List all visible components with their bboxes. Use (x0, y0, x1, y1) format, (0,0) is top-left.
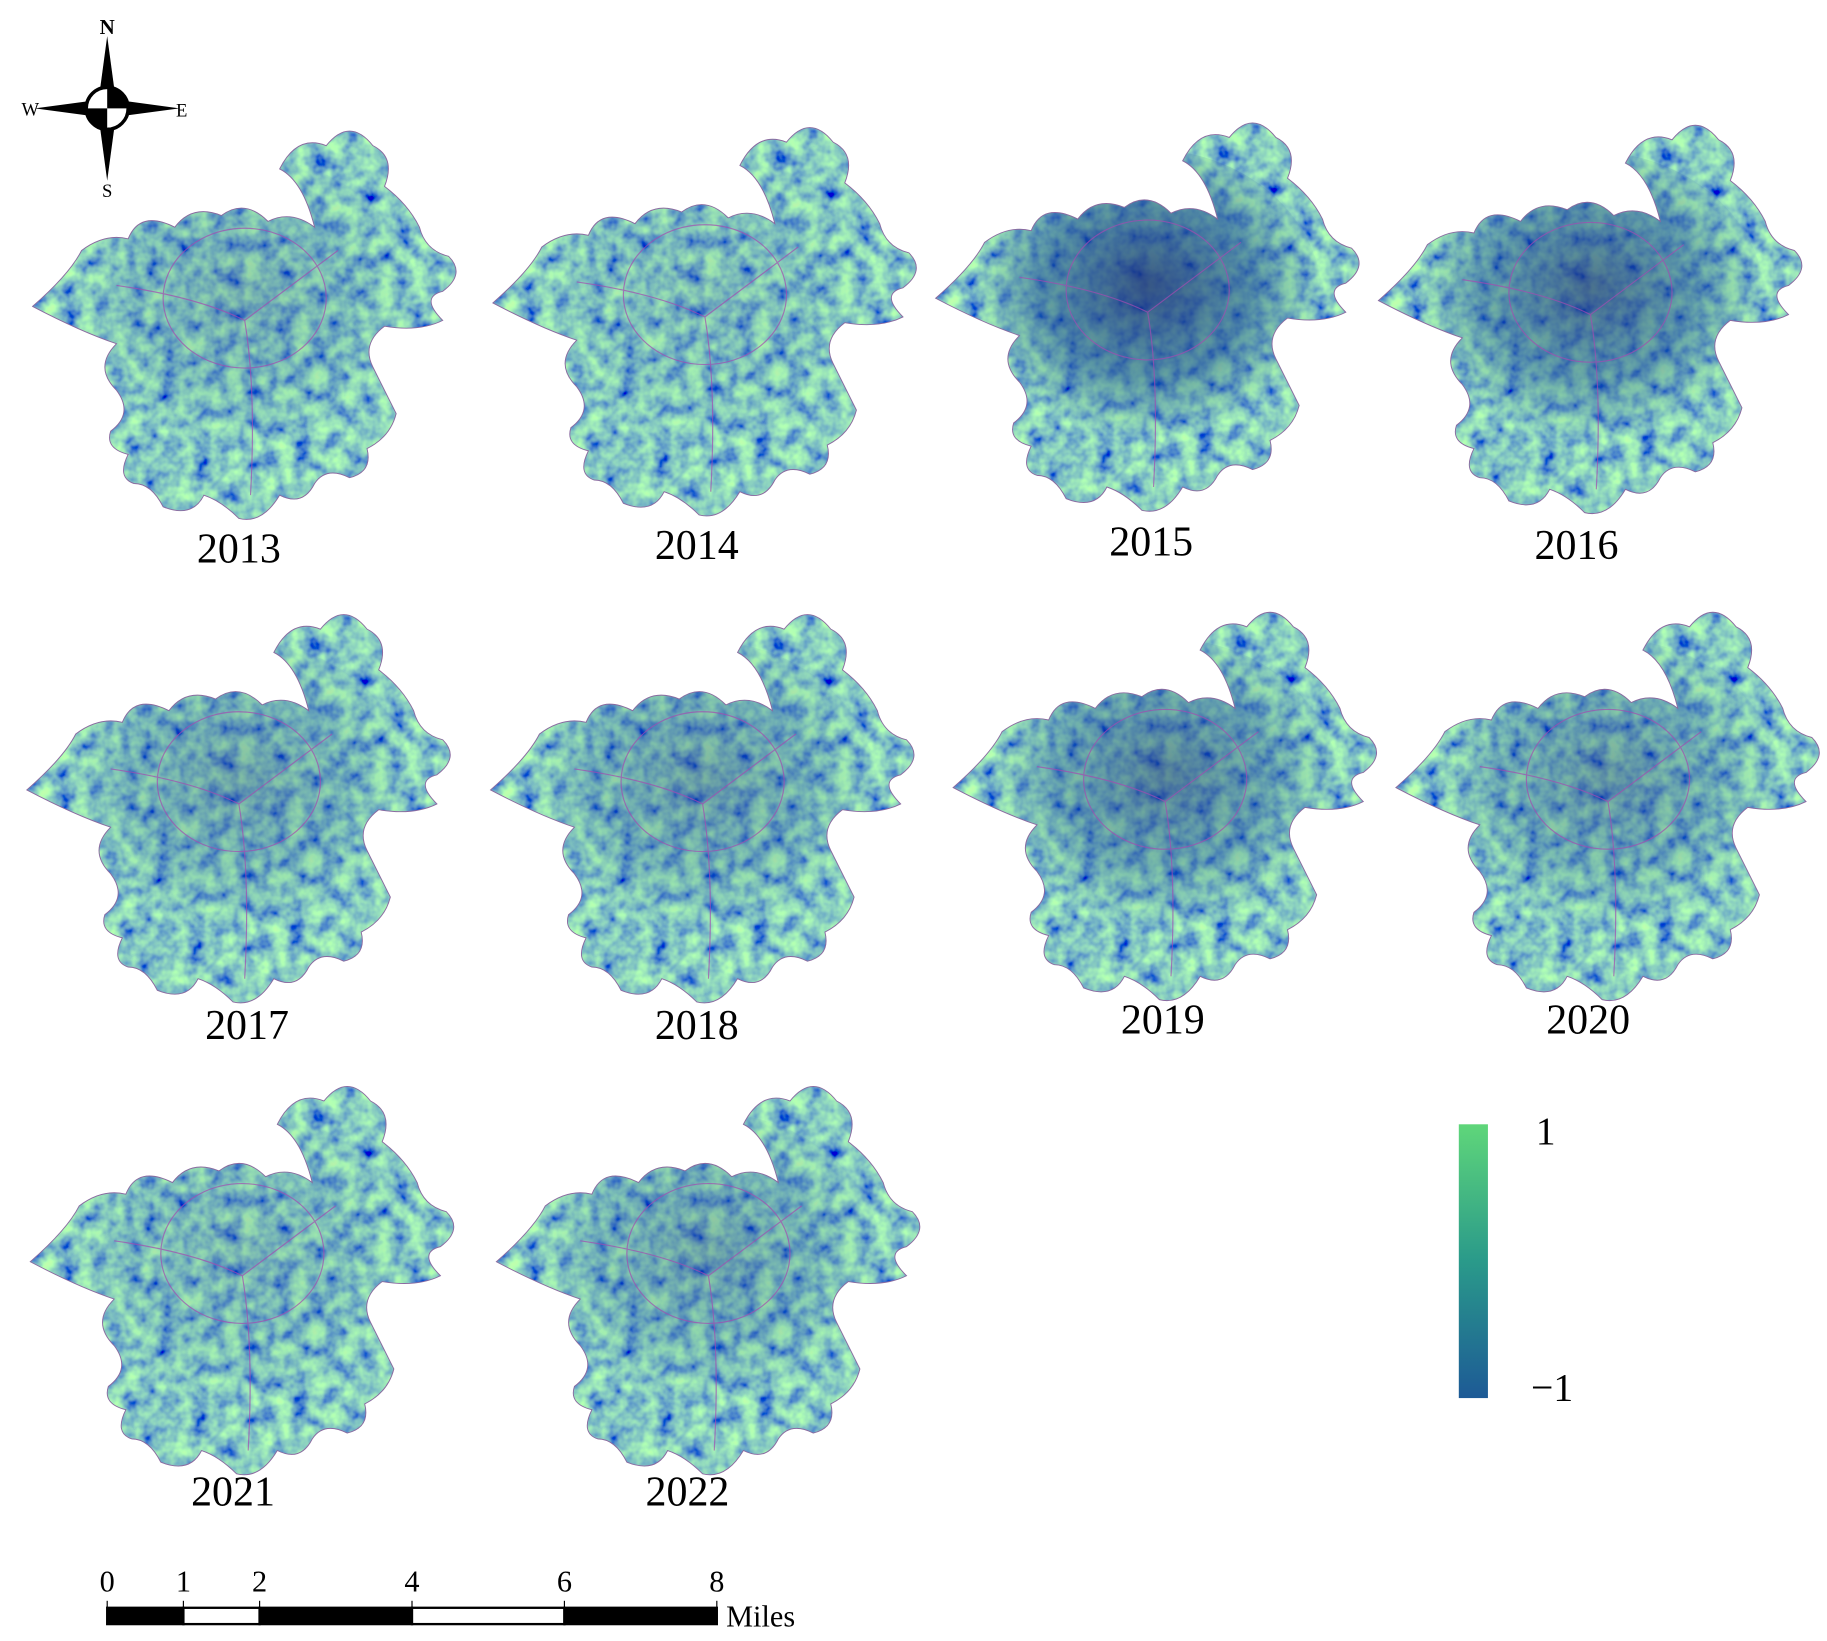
raster-shade (69, 157, 420, 461)
legend-colorbar (1458, 1124, 1488, 1399)
district-boundary (110, 711, 333, 979)
district-boundary (1479, 708, 1702, 977)
map-raster (32, 131, 457, 520)
scale-tick-label: 4 (404, 1564, 419, 1598)
scale-unit: Miles (726, 1599, 795, 1633)
compass-n: N (100, 15, 115, 39)
panel-year: 2014 (655, 523, 739, 569)
panel-year: 2022 (646, 1469, 730, 1515)
scale-tick-label: 6 (557, 1564, 572, 1598)
district-boundary (1462, 221, 1685, 490)
raster-shade (990, 638, 1340, 942)
panel-year: 2019 (1121, 997, 1205, 1043)
panel-year: 2016 (1535, 523, 1619, 569)
scale-segment (258, 1606, 414, 1626)
map-raster (953, 612, 1377, 1001)
district-boundary (574, 711, 797, 979)
compass-w: W (21, 99, 39, 120)
raster-shade (1415, 151, 1766, 455)
raster-shade (64, 640, 414, 944)
legend: 1 −1 (1458, 1109, 1573, 1409)
map-raster (26, 614, 451, 1003)
scale-segment (410, 1606, 566, 1626)
map-raster (490, 614, 914, 1003)
map-panel (492, 126, 917, 517)
legend-min: −1 (1531, 1365, 1573, 1409)
scale-segment (563, 1606, 718, 1626)
map-panels: 2013 2014 2015 2016 2017 2018 2019 2020 2021 2022 (26, 122, 1820, 1515)
legend-max: 1 (1536, 1109, 1556, 1153)
map-panel (1395, 611, 1820, 1002)
map-raster (496, 1086, 920, 1475)
panel-year: 2013 (197, 527, 281, 573)
map-raster (935, 122, 1360, 512)
map-panel (32, 130, 457, 521)
raster-shade (530, 153, 880, 457)
map-raster (1378, 125, 1802, 514)
raster-shade (972, 149, 1323, 453)
raster-shade (533, 1112, 884, 1416)
district-boundary (1019, 219, 1242, 488)
map-panel (935, 122, 1360, 512)
map-raster (1395, 612, 1820, 1001)
compass: N S W E (21, 15, 187, 202)
district-boundary (580, 1183, 802, 1451)
map-panel (489, 613, 915, 1004)
raster-shade (67, 1112, 418, 1416)
compass-e: E (176, 101, 187, 122)
map-panel (29, 1085, 455, 1476)
raster-shade (527, 640, 878, 944)
district-boundary (1036, 708, 1259, 977)
scale-tick-label: 1 (176, 1564, 191, 1598)
map-panel (495, 1085, 921, 1476)
map-panel (26, 613, 451, 1004)
district-boundary (116, 227, 339, 496)
panel-year: 2020 (1546, 997, 1630, 1043)
panel-year: 2018 (655, 1003, 739, 1049)
map-raster (30, 1086, 454, 1475)
raster-shade (1433, 638, 1783, 942)
map-panel (1377, 124, 1803, 515)
scale-tick-label: 0 (100, 1564, 115, 1598)
panel-year: 2015 (1109, 520, 1193, 566)
scale-tick-label: 2 (252, 1564, 267, 1598)
scale-segment (106, 1606, 185, 1626)
district-boundary (576, 224, 799, 492)
panel-year: 2017 (205, 1003, 289, 1049)
district-boundary (114, 1183, 336, 1451)
map-panel (952, 611, 1378, 1002)
compass-s: S (102, 181, 112, 202)
scale-tick-label: 8 (709, 1564, 724, 1598)
scale-segment (182, 1606, 261, 1626)
panel-year: 2021 (191, 1469, 275, 1515)
map-raster (492, 127, 917, 516)
